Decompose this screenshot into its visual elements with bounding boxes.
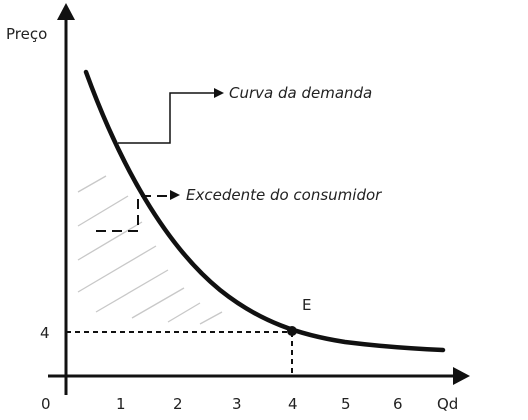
x-tick-label: 3 bbox=[232, 395, 242, 413]
x-tick-label: 5 bbox=[341, 395, 351, 413]
x-axis-ticks: 1 2 3 4 5 6 bbox=[116, 395, 403, 413]
x-axis-arrow bbox=[453, 367, 470, 385]
x-axis-label: Qd bbox=[437, 395, 458, 413]
y-axis-arrow bbox=[57, 3, 75, 20]
x-tick-label: 2 bbox=[173, 395, 183, 413]
origin-label: 0 bbox=[41, 395, 51, 413]
demand-curve-label: Curva da demanda bbox=[229, 84, 372, 102]
x-tick-label: 4 bbox=[288, 395, 298, 413]
demand-curve-callout bbox=[118, 93, 216, 143]
consumer-surplus-label: Excedente do consumidor bbox=[186, 186, 382, 204]
equilibrium-label: E bbox=[302, 296, 311, 314]
demand-curve bbox=[86, 72, 443, 350]
x-tick-label: 6 bbox=[393, 395, 403, 413]
x-tick-label: 1 bbox=[116, 395, 126, 413]
equilibrium-point bbox=[287, 326, 297, 336]
consumer-surplus-callout-arrow bbox=[170, 190, 180, 200]
price-level-label: 4 bbox=[40, 324, 50, 342]
demand-curve-callout-arrow bbox=[214, 88, 224, 98]
y-axis-label: Preço bbox=[6, 25, 47, 43]
